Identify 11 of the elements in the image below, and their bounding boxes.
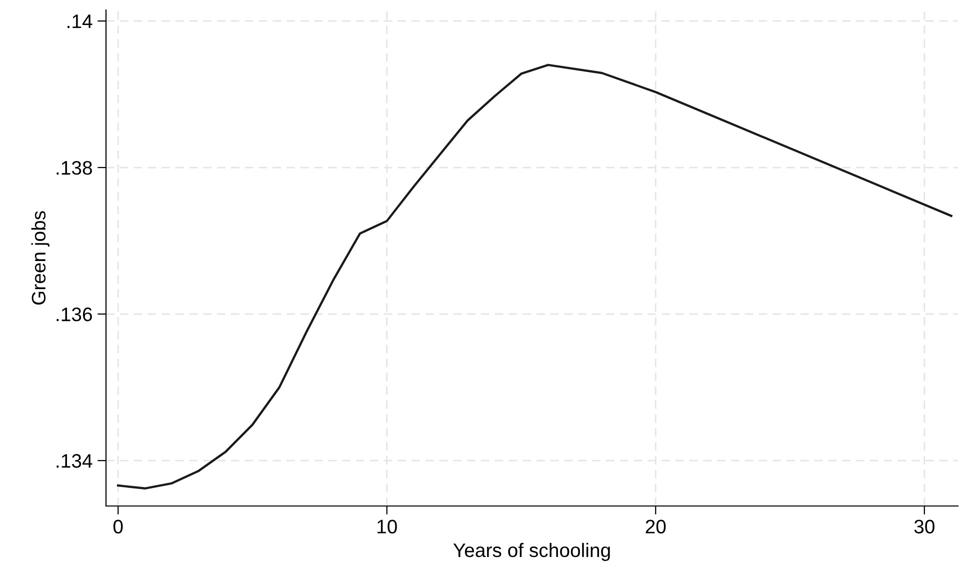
x-tick-label: 10 — [378, 520, 397, 534]
y-tick-label: .134 — [56, 454, 92, 468]
x-tick-label: 20 — [646, 520, 666, 534]
x-axis-title: Years of schooling — [453, 542, 610, 561]
x-tick-label: 0 — [113, 520, 123, 534]
line-series — [116, 64, 952, 490]
y-tick-label: .136 — [56, 308, 92, 322]
y-tick-label: .138 — [56, 160, 92, 175]
y-axis-title: Green jobs — [31, 211, 50, 305]
y-tick-label: .14 — [68, 14, 92, 28]
x-tick-label: 30 — [914, 520, 934, 534]
